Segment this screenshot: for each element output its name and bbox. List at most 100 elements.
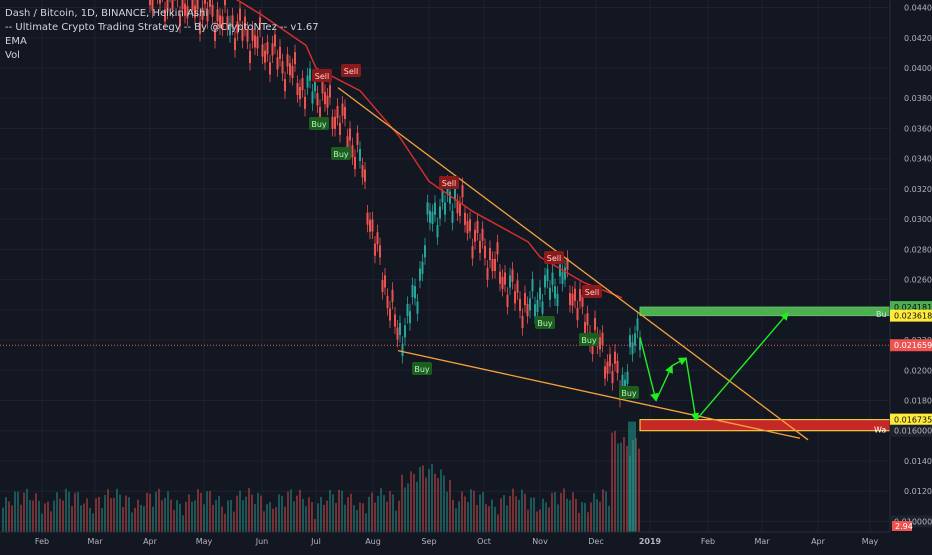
price-tick-label: 0.014000	[904, 457, 932, 466]
volume-bar	[473, 490, 475, 532]
volume-bar	[179, 503, 181, 532]
candle-body	[241, 28, 244, 41]
candle-body	[401, 343, 404, 356]
volume-bar	[596, 499, 598, 532]
volume-bar	[542, 498, 544, 532]
volume-bar	[263, 511, 265, 532]
volume-bar	[428, 469, 430, 532]
buy-signal-text: Buy	[333, 150, 349, 159]
volume-bar	[149, 493, 151, 532]
volume-spike	[628, 421, 636, 532]
volume-bar	[551, 492, 553, 532]
candle-body	[591, 341, 594, 355]
candle-body	[584, 321, 586, 335]
candle-body	[581, 294, 584, 307]
volume-bar	[164, 497, 166, 532]
candle-body	[434, 202, 436, 215]
candle-body	[556, 293, 559, 307]
candle-body	[501, 276, 504, 289]
candle-body	[524, 293, 526, 306]
legend-vol: Vol	[5, 50, 20, 61]
volume-bar	[302, 498, 304, 532]
price-axis[interactable]: 0.044000 0.042000 0.040000 0.038000 0.036000…	[889, 0, 932, 550]
candle-body	[294, 52, 296, 65]
volume-bar	[278, 494, 280, 532]
candle-body	[311, 91, 314, 104]
candle-body	[229, 23, 231, 36]
volume-bar	[563, 488, 565, 532]
volume-bar	[245, 496, 247, 532]
volume-bar	[293, 501, 295, 532]
volume-bar	[344, 504, 346, 532]
volume-bar	[536, 511, 538, 532]
candle-body	[471, 246, 474, 259]
volume-bar	[329, 490, 331, 532]
lower-trendline	[397, 350, 801, 439]
volume-bar	[212, 504, 214, 532]
price-tag-box	[890, 309, 932, 322]
legend-ema: EMA	[5, 36, 27, 47]
time-tick-label: Sep	[421, 537, 436, 546]
volume-bar	[461, 491, 463, 532]
buy-signal-text: Buy	[537, 319, 553, 328]
projection-arrows	[639, 311, 789, 422]
candle-body	[639, 337, 641, 351]
candle-body	[391, 289, 394, 302]
trade-zones: Bu Wa	[0, 306, 891, 435]
volume-bar	[140, 504, 142, 532]
volume-bar	[251, 494, 253, 532]
candle-body	[234, 38, 236, 51]
candle-body	[436, 225, 439, 238]
candle-body	[609, 354, 611, 367]
candle-body	[621, 374, 624, 387]
candle-body	[551, 272, 554, 285]
volume-bar	[74, 492, 76, 532]
candle-body	[419, 268, 421, 281]
candle-body	[344, 106, 346, 119]
volume-bar	[203, 504, 205, 532]
time-axis[interactable]: Feb Mar Apr May Jun Jul Aug Sep Oct Nov Dec 2019 Feb…	[0, 531, 890, 550]
volume-bar	[404, 487, 406, 532]
volume-bar	[158, 488, 160, 532]
candle-body	[474, 229, 476, 242]
candle-body	[211, 4, 214, 17]
candle-body	[201, 7, 204, 20]
candle-body	[404, 325, 406, 338]
candle-body	[594, 318, 596, 331]
volume-bar	[110, 498, 112, 532]
volume-bar	[533, 497, 535, 532]
volume-bar	[620, 442, 622, 532]
sell-signal-text: Sell	[442, 179, 456, 188]
candle-body	[479, 240, 481, 253]
time-tick-label: Aug	[365, 537, 381, 546]
volume-bar	[407, 483, 409, 532]
volume-bar	[185, 501, 187, 532]
volume-bar	[584, 502, 586, 532]
price-tick-label: 0.012000	[904, 487, 932, 496]
volume-bar	[128, 497, 130, 532]
volume-bar	[20, 504, 22, 532]
volume-bar	[266, 504, 268, 532]
buy-signal-text: Buy	[414, 365, 430, 374]
projection-arrow	[695, 311, 789, 421]
candle-body	[356, 132, 359, 145]
candle-body	[151, 0, 154, 11]
candle-body	[416, 301, 419, 314]
volume-bar	[386, 501, 388, 532]
candle-body	[601, 332, 604, 345]
candle-body	[604, 366, 606, 379]
candle-body	[466, 221, 469, 234]
volume-bar	[398, 500, 400, 532]
volume-bar	[341, 490, 343, 532]
volume-bar	[524, 493, 526, 532]
time-tick-label: Nov	[532, 537, 548, 546]
candle-body	[504, 272, 506, 285]
volume-bar	[194, 500, 196, 532]
candle-body	[276, 57, 279, 70]
volume-bar	[44, 503, 46, 532]
volume-bar	[371, 492, 373, 532]
buy-signal-box	[331, 147, 351, 160]
candle-body	[264, 50, 266, 63]
